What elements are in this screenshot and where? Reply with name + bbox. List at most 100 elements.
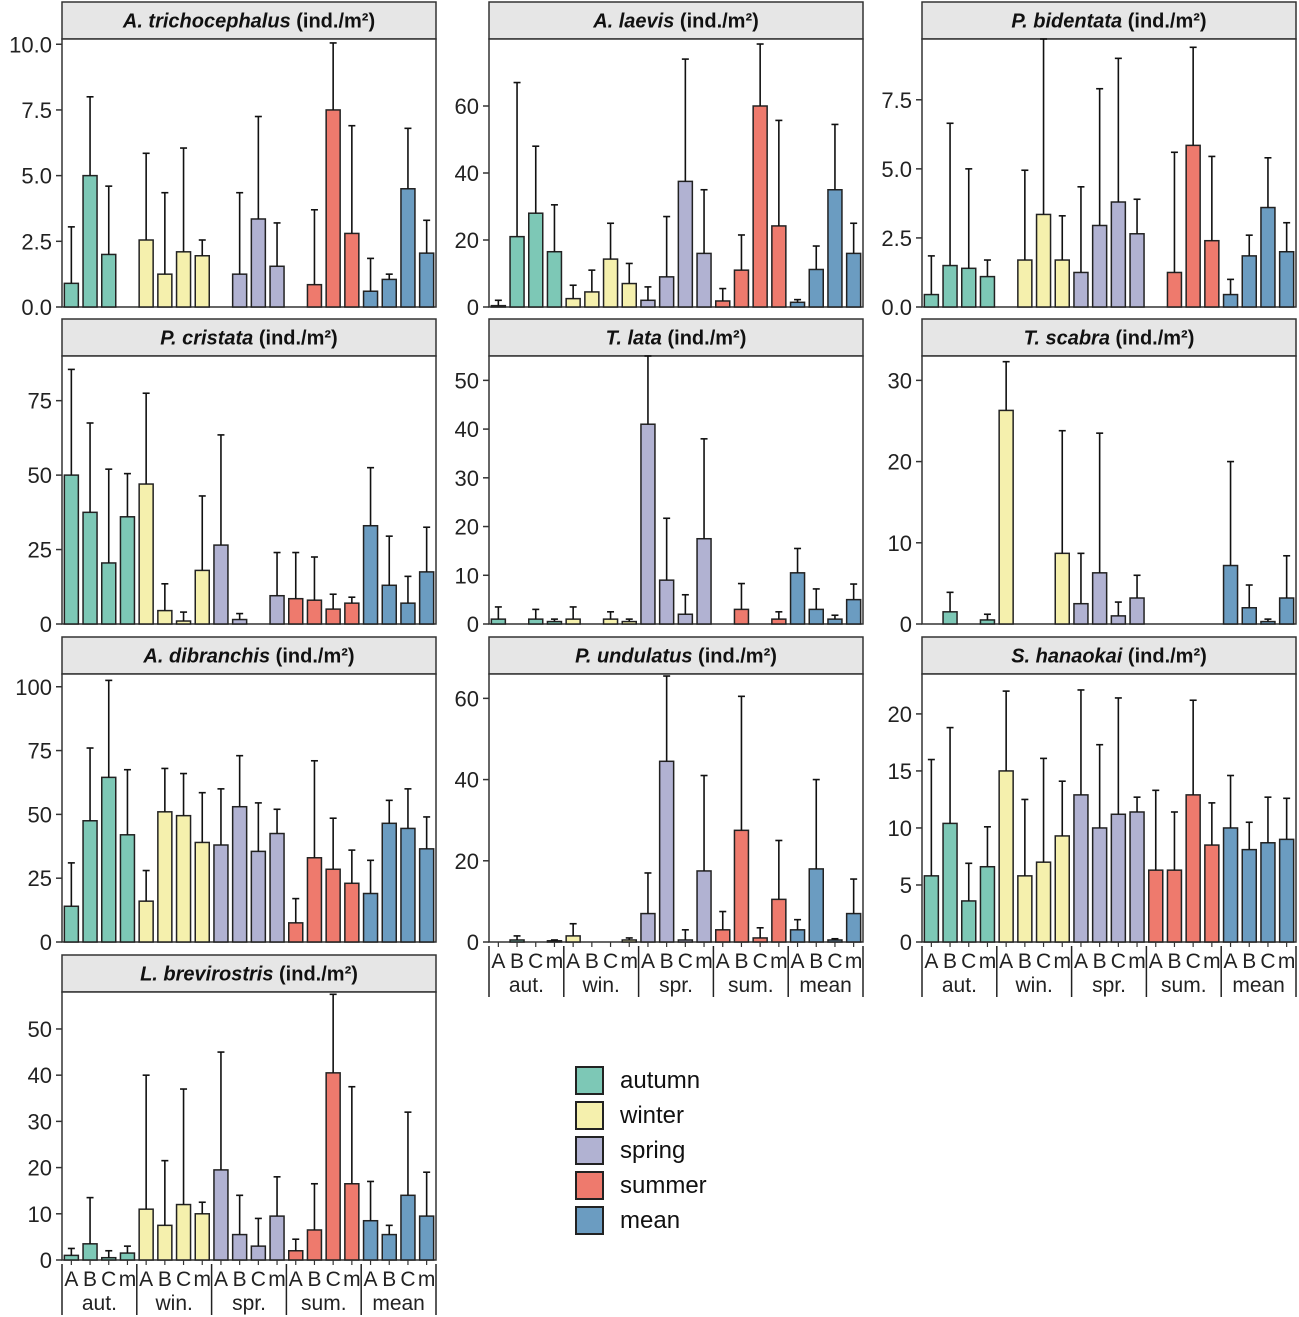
x-group-label: aut. (509, 974, 544, 997)
bar-mean-A (789, 572, 806, 625)
bar-spring-B (1091, 572, 1108, 625)
bar-autumn-B (82, 511, 98, 625)
x-site-label: B (1242, 950, 1256, 973)
panel-a-laevis: A. laevis (ind./m²) 0 20 40 60 (455, 1, 864, 320)
bar-summer-B (733, 829, 750, 943)
bar-spring-m (1129, 233, 1145, 308)
bar-spring-A (1073, 794, 1089, 943)
bar-spring-A (1073, 602, 1089, 625)
bar-spring-C (677, 180, 694, 308)
panel-strip (61, 318, 437, 357)
bar-summer-A (288, 1250, 304, 1261)
legend-swatch (575, 1136, 604, 1165)
bar-autumn-m (979, 275, 996, 308)
bar-spring-C (250, 850, 267, 943)
x-site-label: m (1278, 950, 1296, 973)
y-tick-label: 25 (28, 538, 52, 563)
bar-autumn-A (63, 1254, 80, 1261)
bar-autumn-A (63, 905, 80, 943)
bar-autumn-m (119, 834, 136, 943)
panel-title-species: A. laevis (592, 11, 674, 33)
x-site-label: m (845, 950, 863, 973)
x-site-label: C (827, 950, 842, 973)
y-tick-label: 20 (455, 515, 479, 540)
bar-autumn-B (82, 1243, 98, 1261)
bar-autumn-B (942, 822, 958, 943)
bar-winter-m (621, 282, 637, 308)
y-tick-label: 75 (28, 739, 52, 764)
legend-item-autumn: autumn (575, 1063, 707, 1098)
panel-title: A. trichocephalus (ind./m²) (122, 11, 375, 33)
bar-spring-m (269, 265, 285, 308)
x-site-label: A (214, 1268, 228, 1291)
bar-autumn-C (961, 267, 977, 308)
y-tick-label: 0 (467, 612, 479, 637)
bar-mean-B (381, 584, 397, 625)
bar-winter-m (621, 620, 637, 625)
bar-winter-C (602, 618, 619, 625)
legend-item-mean: mean (575, 1203, 707, 1238)
bar-spring-A (1073, 271, 1089, 308)
x-site-label: C (1111, 950, 1126, 973)
bar-winter-A (998, 409, 1014, 625)
bar-spring-B (231, 618, 248, 625)
y-tick-label: 0 (40, 1248, 52, 1273)
bar-spring-B (1091, 827, 1108, 943)
bar-autumn-m (119, 516, 136, 625)
panel-title: P. cristata (ind./m²) (160, 328, 337, 350)
y-tick-label: 0 (900, 930, 912, 955)
panel-a-trichocephalus: A. trichocephalus (ind./m²) 0.0 2.5 5.0 7.5 1… (9, 1, 437, 320)
panel-title: L. brevirostris (ind./m²) (140, 964, 358, 986)
bar-mean-C (1260, 842, 1276, 943)
bar-autumn-m (979, 619, 996, 625)
x-site-label: A (491, 950, 505, 973)
x-site-label: A (64, 1268, 78, 1291)
x-group-label: spr. (1092, 974, 1126, 997)
y-tick-label: 2.5 (21, 229, 52, 254)
x-group-label: mean (799, 974, 852, 997)
x-site-label: C (1036, 950, 1051, 973)
legend-swatch (575, 1066, 604, 1095)
bar-spring-A (640, 423, 656, 625)
bar-spring-A (213, 544, 229, 625)
x-group-label: win. (1015, 974, 1053, 997)
bar-winter-A (565, 618, 581, 625)
y-tick-label: 50 (28, 1017, 52, 1042)
y-tick-label: 60 (455, 686, 479, 711)
bar-summer-C (325, 1072, 341, 1261)
y-tick-label: 30 (455, 466, 479, 491)
bar-autumn-A (63, 474, 80, 625)
panel-title-unit: (ind./m²) (1122, 11, 1206, 33)
bar-winter-B (157, 1224, 173, 1261)
y-tick-label: 10.0 (9, 32, 52, 57)
bar-autumn-C (101, 776, 117, 943)
bar-summer-C (325, 868, 341, 943)
bar-summer-m (344, 882, 360, 943)
bar-winter-C (1035, 213, 1052, 308)
panel-frame (921, 38, 1297, 308)
x-site-label: m (418, 1268, 436, 1291)
panel-frame (61, 38, 437, 308)
panel-t-scabra: T. scabra (ind./m²) 0 10 20 30 (888, 318, 1297, 637)
legend-label: winter (620, 1101, 685, 1129)
bar-mean-A (1222, 293, 1239, 308)
bar-mean-C (827, 939, 843, 943)
bar-spring-m (1129, 597, 1145, 625)
bar-spring-m (269, 594, 285, 625)
panel-title-species: P. cristata (160, 328, 253, 350)
y-tick-label: 10 (28, 1202, 52, 1227)
y-tick-label: 40 (455, 161, 479, 186)
y-tick-label: 30 (888, 368, 912, 393)
panel-title-species: T. scabra (1024, 328, 1110, 350)
bar-spring-m (269, 1215, 285, 1261)
panel-frame (921, 355, 1297, 625)
x-site-label: A (1074, 950, 1088, 973)
panel-title-species: A. dibranchis (142, 646, 270, 668)
bar-mean-C (1260, 620, 1276, 625)
bar-spring-B (1091, 224, 1108, 308)
x-site-label: B (734, 950, 748, 973)
panel-p-bidentata: P. bidentata (ind./m²) 0.0 2.5 5.0 7.5 (881, 1, 1297, 320)
panel-title-unit: (ind./m²) (273, 964, 357, 986)
bar-summer-m (344, 602, 360, 625)
